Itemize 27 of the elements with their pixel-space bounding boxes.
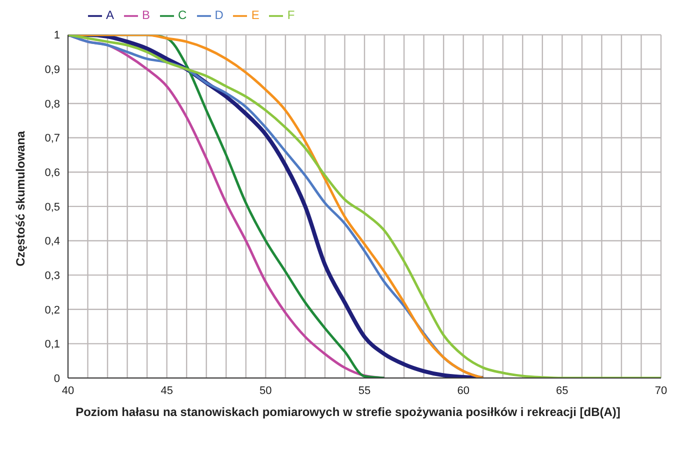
line-series xyxy=(68,34,661,378)
y-tick-label: 0,7 xyxy=(44,132,60,145)
y-tick-label: 0,8 xyxy=(44,98,60,110)
x-tick-label: 65 xyxy=(556,384,568,397)
y-tick-label: 0,6 xyxy=(44,167,60,179)
x-tick-label: 50 xyxy=(260,384,272,397)
legend-label: A xyxy=(106,8,114,22)
y-tick-label: 0,4 xyxy=(44,236,60,248)
legend-label: D xyxy=(214,8,224,22)
y-tick-label: 0,5 xyxy=(44,201,60,214)
y-axis-title: Częstość skumulowana xyxy=(13,130,28,266)
x-axis-title: Poziom hałasu na stanowiskach pomiarowych w strefie spożywania posiłków i rekreacji [dB(A)] xyxy=(74,404,622,420)
x-tick-label: 40 xyxy=(62,384,74,397)
x-tick-label: 55 xyxy=(358,384,371,397)
y-tick-label: 1 xyxy=(54,30,60,42)
x-tick-label: 60 xyxy=(457,384,470,397)
x-tick-label: 45 xyxy=(160,384,173,397)
legend-label: E xyxy=(251,8,260,22)
legend-label: C xyxy=(178,8,187,22)
y-tick-label: 0,2 xyxy=(44,304,60,316)
y-tick-label: 0 xyxy=(54,372,60,385)
legend-label: F xyxy=(287,8,295,22)
y-tick-label: 0,1 xyxy=(44,338,60,351)
x-tick-label: 70 xyxy=(654,384,668,397)
legend-label: B xyxy=(142,8,150,22)
y-tick-label: 0,3 xyxy=(44,270,60,282)
y-tick-label: 0,9 xyxy=(44,64,60,76)
